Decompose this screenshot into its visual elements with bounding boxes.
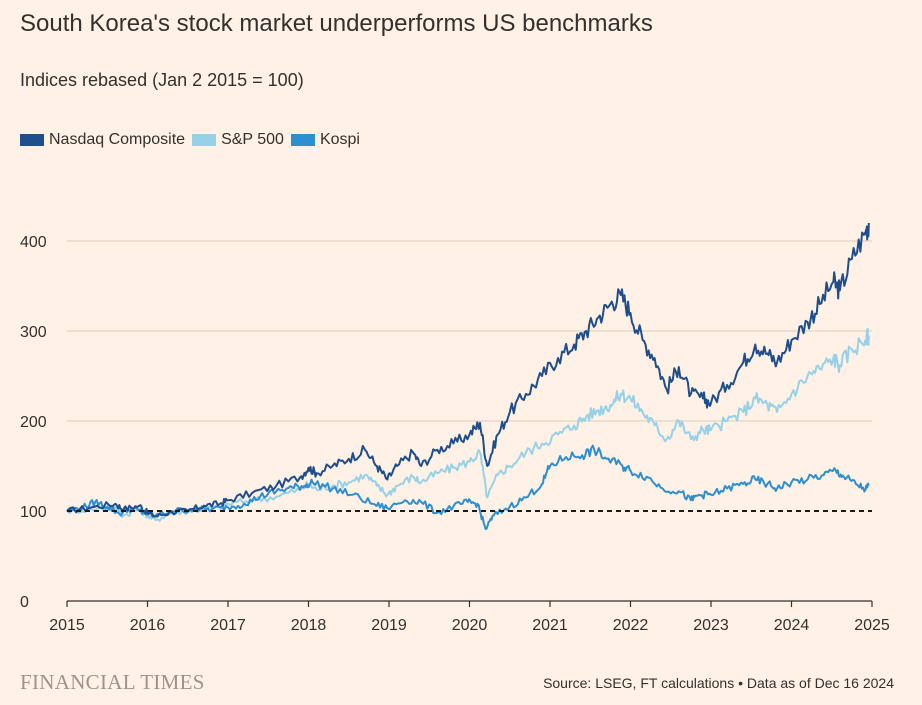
chart-subtitle: Indices rebased (Jan 2 2015 = 100) (20, 70, 304, 90)
legend: Nasdaq Composite S&P 500 Kospi (20, 131, 367, 149)
x-tick-label-2015: 2015 (49, 617, 85, 634)
legend-label-sp500: S&P 500 (221, 131, 284, 148)
series-line-kospi (66, 444, 870, 530)
x-tick-label-2018: 2018 (291, 617, 327, 634)
x-tick-label-2024: 2024 (774, 617, 810, 634)
y-tick-label-0: 0 (20, 594, 29, 611)
x-tick-label-2019: 2019 (371, 617, 407, 634)
legend-item-kospi: Kospi (290, 131, 360, 149)
series-line-nasdaq-composite (66, 222, 870, 518)
legend-item-sp500: S&P 500 (192, 131, 284, 149)
source-note: Source: LSEG, FT calculations • Data as … (543, 675, 894, 691)
legend-swatch-kospi (290, 134, 315, 146)
x-tick-label-2021: 2021 (532, 617, 568, 634)
x-tick-label-2017: 2017 (210, 617, 246, 634)
series-line-s-p-500 (66, 327, 870, 522)
y-tick-label-200: 200 (20, 414, 47, 431)
ft-logo: FINANCIAL TIMES (20, 670, 205, 694)
legend-label-kospi: Kospi (319, 131, 360, 148)
y-tick-label-300: 300 (20, 324, 47, 341)
x-tick-label-2016: 2016 (130, 617, 166, 634)
legend-label-nasdaq: Nasdaq Composite (49, 131, 186, 148)
x-tick-label-2025: 2025 (854, 617, 890, 634)
y-tick-label-100: 100 (20, 504, 47, 521)
legend-swatch-nasdaq (20, 134, 44, 146)
x-tick-label-2020: 2020 (452, 617, 488, 634)
legend-swatch-sp500 (192, 134, 217, 146)
chart-title: South Korea's stock market underperforms… (20, 10, 653, 37)
x-tick-label-2022: 2022 (613, 617, 649, 634)
y-tick-label-400: 400 (20, 234, 47, 251)
x-tick-label-2023: 2023 (693, 617, 729, 634)
legend-item-nasdaq: Nasdaq Composite (20, 131, 185, 149)
